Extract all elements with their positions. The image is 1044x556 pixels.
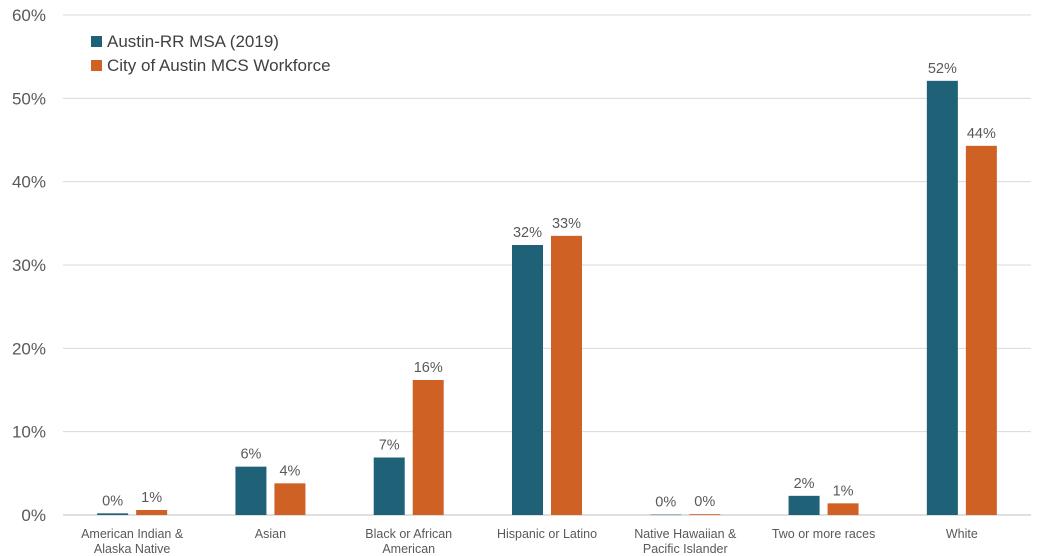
x-category-label: Native Hawaiian & bbox=[634, 527, 737, 541]
bar-workforce bbox=[689, 514, 721, 515]
x-category-label: Hispanic or Latino bbox=[497, 527, 597, 541]
bar-msa bbox=[235, 466, 267, 515]
data-labels: 0% 1% 6% 4% 7% 16% 32% 33% 0% 0% 2% 1% 52% 44% bbox=[102, 61, 996, 511]
data-label: 32% bbox=[513, 225, 542, 241]
data-label: 0% bbox=[655, 495, 676, 511]
data-label: 1% bbox=[833, 483, 854, 499]
bar-workforce bbox=[136, 510, 168, 515]
gridlines bbox=[63, 14, 1031, 516]
x-category-label: Alaska Native bbox=[94, 542, 170, 556]
y-axis-ticks: 0% 10% 20% 30% 40% 50% 60% bbox=[12, 6, 46, 525]
bars bbox=[97, 80, 997, 516]
data-label: 2% bbox=[794, 476, 815, 492]
bar-workforce bbox=[827, 503, 859, 515]
legend: Austin-RR MSA (2019) City of Austin MCS W… bbox=[91, 32, 331, 75]
data-label: 0% bbox=[102, 493, 123, 509]
x-category-label: White bbox=[946, 527, 978, 541]
data-label: 7% bbox=[379, 438, 400, 454]
bar-workforce bbox=[551, 235, 582, 516]
bar-msa bbox=[373, 457, 405, 515]
bar-workforce bbox=[274, 483, 306, 515]
legend-label: City of Austin MCS Workforce bbox=[107, 56, 331, 75]
x-category-label: Asian bbox=[255, 527, 286, 541]
x-category-label: American bbox=[382, 542, 435, 556]
bar-workforce bbox=[412, 380, 444, 515]
data-label: 1% bbox=[141, 490, 162, 506]
bar-msa bbox=[97, 513, 129, 515]
y-tick-label: 10% bbox=[12, 423, 46, 442]
data-label: 0% bbox=[694, 494, 715, 510]
bar-workforce bbox=[965, 145, 997, 516]
y-tick-label: 40% bbox=[12, 173, 46, 192]
x-category-label: Pacific Islander bbox=[643, 542, 728, 556]
bar-msa bbox=[650, 514, 682, 516]
data-label: 33% bbox=[552, 216, 581, 232]
y-tick-label: 0% bbox=[21, 506, 46, 525]
x-category-label: Black or African bbox=[365, 527, 452, 541]
bar-msa bbox=[788, 495, 820, 515]
data-label: 52% bbox=[928, 61, 957, 77]
data-label: 16% bbox=[414, 360, 443, 376]
data-label: 6% bbox=[240, 447, 261, 463]
legend-label: Austin-RR MSA (2019) bbox=[107, 32, 279, 51]
legend-swatch bbox=[91, 60, 102, 71]
legend-swatch bbox=[91, 36, 102, 47]
y-tick-label: 60% bbox=[12, 6, 46, 25]
y-tick-label: 20% bbox=[12, 339, 46, 358]
x-category-label: American Indian & bbox=[81, 527, 184, 541]
bar-msa bbox=[926, 80, 958, 515]
x-axis-categories: American Indian &Alaska Native Asian Black… bbox=[81, 527, 978, 556]
data-label: 4% bbox=[279, 463, 300, 479]
y-tick-label: 30% bbox=[12, 256, 46, 275]
bar-msa bbox=[512, 245, 543, 515]
x-category-label: Two or more races bbox=[772, 527, 876, 541]
y-tick-label: 50% bbox=[12, 89, 46, 108]
data-label: 44% bbox=[967, 126, 996, 142]
